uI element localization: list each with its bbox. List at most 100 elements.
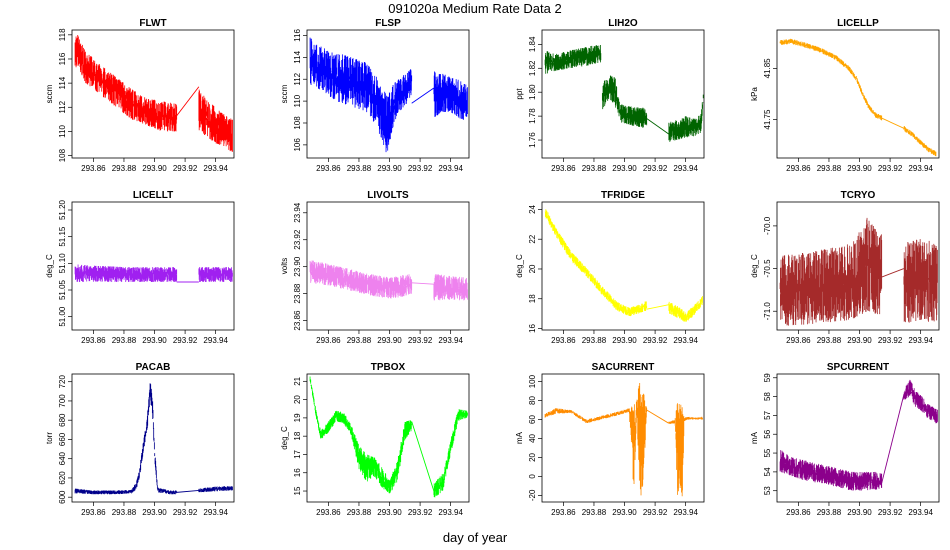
x-tick-label: 293.88: [817, 336, 842, 345]
y-tick-label: 23.90: [293, 256, 302, 277]
y-tick-label: 56: [763, 429, 772, 438]
data-series: [903, 126, 937, 157]
series-group: [309, 37, 468, 153]
y-tick-label: 51.05: [58, 279, 67, 300]
y-axis-label: torr: [45, 432, 54, 444]
y-tick-label: 22: [528, 234, 537, 243]
x-tick-label: 293.86: [786, 336, 811, 345]
y-tick-label: 57: [763, 410, 772, 419]
y-tick-label: 23.88: [293, 283, 302, 304]
x-tick-label: 293.88: [347, 336, 372, 345]
gap-connector: [646, 304, 669, 310]
panel-pacab: PACAB 293.86 293.88 293.90 293.92 293.94 600 62…: [45, 362, 235, 517]
x-tick-label: 293.92: [878, 508, 903, 517]
series-group: [779, 379, 938, 491]
series-group: [74, 383, 233, 495]
x-tick-label: 293.88: [582, 164, 607, 173]
x-tick-label: 293.88: [582, 508, 607, 517]
series-group: [544, 45, 704, 142]
y-axis-label: mA: [515, 431, 524, 444]
panel-title: TCRYO: [841, 190, 876, 201]
x-tick-label: 293.90: [847, 508, 872, 517]
gap-connector: [411, 421, 435, 492]
x-tick-label: 293.88: [347, 164, 372, 173]
y-tick-label: 53: [763, 486, 772, 495]
x-tick-label: 293.90: [377, 164, 402, 173]
data-series: [198, 486, 233, 493]
x-tick-label: 293.90: [142, 508, 167, 517]
series-group: [544, 209, 703, 322]
plot-frame: [306, 373, 470, 503]
y-tick-label: 116: [293, 29, 302, 42]
data-series: [544, 209, 648, 317]
x-tick-label: 293.92: [173, 336, 198, 345]
y-axis-label: mA: [750, 431, 759, 444]
y-tick-label: 640: [58, 451, 67, 465]
plot-frame: [776, 201, 940, 331]
data-series: [74, 35, 178, 132]
y-tick-label: 108: [58, 148, 67, 162]
plot-frame: [541, 373, 705, 503]
y-tick-label: 1.76: [528, 132, 537, 148]
y-tick-label: 51.00: [58, 306, 67, 327]
y-tick-label: 110: [58, 125, 67, 138]
y-axis-label: deg_C: [750, 254, 759, 278]
data-series: [779, 217, 883, 326]
panel-licellp: LICELLP 293.86 293.88 293.90 293.92 293.94 41.…: [750, 18, 940, 173]
y-tick-label: 20: [528, 452, 537, 461]
data-series: [668, 94, 704, 142]
x-tick-label: 293.86: [81, 508, 106, 517]
y-tick-label: 41.85: [763, 58, 772, 79]
panel-title: SACURRENT: [592, 362, 655, 373]
y-axis-label: kPa: [750, 87, 759, 101]
y-tick-label: 700: [58, 394, 67, 408]
data-series: [198, 89, 233, 152]
series-group: [544, 382, 703, 497]
gap-connector: [646, 409, 670, 424]
y-tick-label: 1.80: [528, 84, 537, 100]
y-tick-label: 1.82: [528, 60, 537, 76]
x-tick-label: 293.92: [408, 336, 433, 345]
x-tick-label: 293.88: [347, 508, 372, 517]
data-series: [544, 45, 602, 74]
x-tick-label: 293.86: [316, 508, 341, 517]
y-tick-label: 58: [763, 392, 772, 401]
y-tick-label: 17: [293, 449, 302, 458]
panel-title: TPBOX: [371, 362, 406, 373]
y-tick-label: 59: [763, 373, 772, 382]
x-tick-label: 293.88: [817, 508, 842, 517]
x-tick-label: 293.88: [112, 336, 137, 345]
gap-connector: [646, 118, 670, 135]
y-tick-label: 54: [763, 467, 772, 476]
x-tick-label: 293.94: [203, 508, 228, 517]
x-tick-label: 293.88: [817, 164, 842, 173]
y-tick-label: 23.94: [293, 202, 302, 223]
data-series: [74, 383, 178, 495]
panel-title: PACAB: [136, 362, 171, 373]
figure-title: 091020a Medium Rate Data 2: [388, 1, 562, 16]
x-tick-label: 293.86: [551, 336, 576, 345]
y-tick-label: 110: [293, 94, 302, 107]
panel-title: FLWT: [139, 18, 166, 29]
y-tick-label: 108: [293, 116, 302, 130]
plot-frame: [306, 29, 470, 159]
y-tick-label: 23.92: [293, 229, 302, 250]
panel-livolts: LIVOLTS 293.86 293.88 293.90 293.92 293.94 23.…: [280, 190, 470, 345]
plot-frame: [306, 201, 470, 331]
x-tick-label: 293.92: [878, 164, 903, 173]
x-tick-label: 293.90: [847, 164, 872, 173]
x-tick-label: 293.92: [173, 508, 198, 517]
y-tick-label: 112: [58, 100, 67, 113]
x-tick-label: 293.86: [81, 164, 106, 173]
y-tick-label: -20: [528, 489, 537, 501]
y-tick-label: 116: [58, 52, 67, 65]
plot-frame: [541, 29, 705, 159]
panel-title: LICELLP: [837, 18, 879, 29]
y-tick-label: 114: [58, 76, 67, 89]
panel-title: TFRIDGE: [601, 190, 645, 201]
series-group: [779, 217, 938, 326]
y-tick-label: -70.5: [763, 259, 772, 278]
y-tick-label: 51.10: [58, 253, 67, 274]
plot-frame: [776, 373, 940, 503]
data-series: [309, 37, 413, 153]
